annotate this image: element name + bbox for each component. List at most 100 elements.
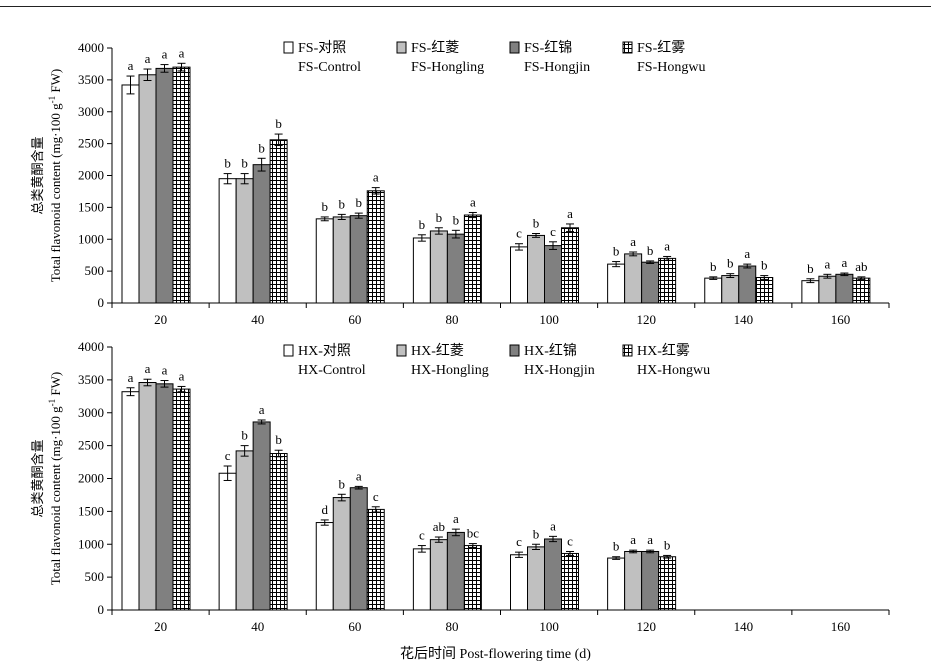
significance-letter: b (664, 537, 671, 552)
bar-hongling (429, 539, 448, 611)
legend-swatch-hongling (396, 344, 407, 357)
y-tick-label: 1000 (78, 231, 104, 246)
bar-hongwu (561, 552, 579, 611)
x-tick-label: 60 (348, 619, 361, 634)
bar-control (801, 280, 820, 304)
bar-hongling (138, 74, 157, 304)
y-tick-label: 1000 (78, 536, 104, 551)
bar-hongling (235, 178, 254, 304)
significance-letter: a (179, 45, 185, 60)
significance-letter: b (419, 217, 426, 232)
x-tick-label: 20 (154, 312, 167, 327)
significance-letter: bc (467, 526, 480, 541)
legend-label-en: HX-Control (298, 363, 366, 378)
bar-hongling (527, 234, 545, 304)
significance-letter: c (516, 226, 522, 241)
bar-hongjin (252, 421, 271, 611)
legend-label-en: FS-Control (298, 60, 361, 75)
bar-hongjin (155, 383, 174, 611)
y-tick-label: 3000 (78, 405, 104, 420)
x-tick-label: 20 (154, 619, 167, 634)
significance-letter: b (224, 156, 231, 171)
x-tick-label: 160 (831, 312, 851, 327)
legend-swatch-hongwu (622, 344, 633, 357)
y-tick-label: 4000 (78, 339, 104, 354)
significance-letter: a (824, 256, 830, 271)
x-tick-label: 160 (831, 619, 851, 634)
significance-letter: c (225, 448, 231, 463)
significance-letter: b (275, 432, 282, 447)
y-axis-title-cn: 总类黄酮含量 (30, 439, 45, 517)
x-tick-label: 60 (348, 312, 361, 327)
bar-hongwu (269, 453, 288, 611)
significance-letter: a (630, 532, 636, 547)
significance-letter: a (470, 194, 476, 209)
panel-hx: 0 500 1000 1500 2000 2500 3000 3500 4000 20 40 60 80… (30, 339, 890, 662)
legend-label-en: FS-Hongjin (524, 60, 590, 75)
bar-hongling (624, 550, 643, 611)
legend-label-cn: HX-对照 (298, 343, 351, 359)
bar-hongwu (561, 227, 579, 304)
x-tick-label: 80 (445, 619, 458, 634)
bar-hongwu (658, 556, 677, 611)
bar-hongjin (446, 531, 465, 611)
legend-label-cn: HX-红锦 (524, 342, 577, 359)
bar-hongjin (446, 233, 465, 304)
legend-label-cn: FS-对照 (298, 40, 346, 56)
significance-letter: b (647, 243, 654, 258)
legend-label-cn: FS-红锦 (524, 39, 572, 56)
legend-label-cn: FS-红菱 (411, 40, 459, 56)
bar-hongling (332, 497, 351, 611)
bar-control (315, 218, 334, 304)
bar-hongjin (252, 164, 271, 304)
significance-letter: b (533, 216, 540, 231)
bar-control (607, 557, 626, 611)
significance-letter: b (339, 196, 346, 211)
bar-control (121, 84, 140, 304)
bar-hongwu (755, 277, 774, 304)
bar-hongling (721, 275, 740, 304)
legend-swatch-control (283, 344, 294, 357)
bar-hongling (138, 382, 157, 611)
significance-letter: b (453, 212, 460, 227)
bar-hongling (818, 275, 837, 304)
significance-letter: a (453, 511, 459, 526)
significance-letter: a (841, 255, 847, 270)
y-tick-label: 0 (98, 295, 105, 310)
significance-letter: a (630, 234, 636, 249)
significance-letter: b (613, 539, 620, 554)
x-tick-label: 140 (734, 312, 754, 327)
legend-label-en: HX-Hongjin (524, 363, 595, 378)
bar-hongwu (269, 139, 288, 304)
x-tick-label: 120 (636, 619, 656, 634)
significance-letter: a (145, 361, 151, 376)
bar-hongjin (641, 550, 660, 611)
bar-hongjin (349, 487, 368, 611)
bar-hongwu (366, 508, 385, 611)
bar-hongjin (155, 67, 174, 304)
significance-letter: b (436, 210, 443, 225)
significance-letter: ab (855, 259, 867, 274)
significance-letter: a (259, 402, 265, 417)
y-tick-label: 4000 (78, 40, 104, 55)
significance-letter: b (807, 261, 814, 276)
bar-hongling (624, 253, 643, 304)
significance-letter: b (241, 428, 248, 443)
panel-fs: 0 500 1000 1500 2000 2500 3000 3500 4000 20 40 60 80… (30, 39, 890, 327)
y-axis-title-cn: 总类黄酮含量 (30, 136, 45, 214)
significance-letter: a (128, 370, 134, 385)
x-tick-label: 100 (539, 619, 559, 634)
significance-letter: b (613, 244, 620, 259)
significance-letter: a (145, 51, 151, 66)
y-tick-label: 500 (85, 263, 105, 278)
legend-swatch-hongwu (622, 41, 633, 54)
significance-letter: a (647, 532, 653, 547)
y-tick-label: 1500 (78, 199, 104, 214)
bar-hongwu (172, 388, 191, 611)
bar-hongwu (366, 190, 385, 304)
significance-letter: a (162, 47, 168, 62)
legend-swatch-hongling (396, 41, 407, 54)
bar-control (315, 522, 334, 611)
y-tick-label: 0 (98, 602, 105, 617)
bar-hongjin (349, 215, 368, 304)
